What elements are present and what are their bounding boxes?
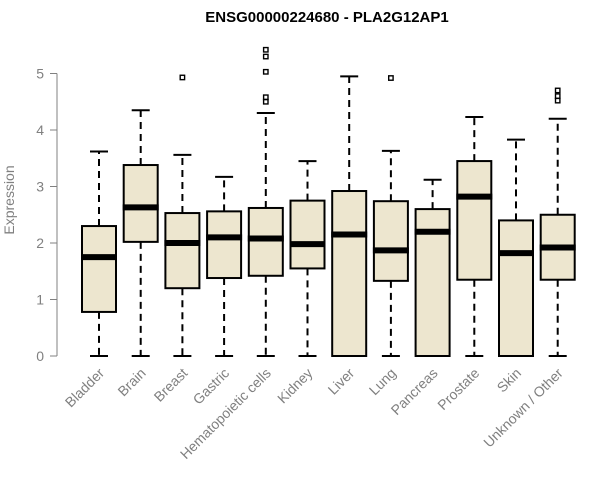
- boxes-layer: [81, 46, 576, 357]
- box-rect: [164, 212, 201, 290]
- x-tick-label: Breast: [151, 365, 191, 405]
- outlier-point: [262, 68, 269, 75]
- outlier-point: [554, 93, 561, 100]
- x-tick-label: Lung: [366, 365, 399, 398]
- box-pancreas: [414, 178, 451, 357]
- x-tick-label: Brain: [114, 365, 148, 399]
- outlier-point: [388, 75, 394, 81]
- outlier-point: [262, 46, 269, 53]
- chart-title: ENSG00000224680 - PLA2G12AP1: [205, 9, 448, 26]
- box-hematopoietic-cells: [247, 46, 284, 357]
- box-bladder: [81, 150, 117, 357]
- outlier-point: [262, 53, 269, 60]
- outlier-point: [554, 97, 561, 104]
- box-rect: [331, 190, 368, 357]
- y-tick-label: 5: [36, 66, 44, 82]
- outlier-point: [179, 74, 186, 81]
- x-tick-label: Kidney: [274, 365, 316, 407]
- y-tick-label: 2: [36, 235, 44, 251]
- y-tick-label: 1: [36, 292, 44, 308]
- x-tick-label: Prostate: [434, 365, 482, 413]
- x-tick-label: Liver: [325, 365, 358, 398]
- box-rect: [456, 160, 493, 281]
- box-lung: [372, 75, 409, 357]
- box-skin: [498, 138, 534, 357]
- box-rect: [498, 219, 534, 357]
- y-axis: 0 1 2 3 4 5: [36, 66, 58, 364]
- box-kidney: [289, 160, 326, 357]
- box-rect: [247, 206, 284, 277]
- outlier-point: [262, 94, 269, 101]
- y-tick-label: 0: [36, 348, 44, 364]
- box-brain: [122, 109, 159, 357]
- box-rect: [289, 199, 326, 270]
- box-rect: [122, 164, 159, 243]
- box-breast: [164, 74, 201, 357]
- x-tick-label: Skin: [494, 365, 525, 396]
- box-rect: [81, 225, 117, 313]
- y-tick-label: 3: [36, 179, 44, 195]
- box-prostate: [456, 116, 493, 357]
- x-tick-label: Unknown / Other: [480, 365, 566, 451]
- box-rect: [206, 210, 243, 280]
- outlier-point: [554, 87, 561, 94]
- x-tick-label: Bladder: [62, 365, 108, 411]
- y-axis-label: Expression: [1, 165, 17, 234]
- y-tick-label: 4: [36, 122, 44, 138]
- box-liver: [331, 75, 368, 357]
- box-unknown-other: [539, 87, 576, 357]
- box-gastric: [206, 175, 243, 357]
- outlier-point: [262, 98, 269, 105]
- box-rect: [372, 200, 409, 282]
